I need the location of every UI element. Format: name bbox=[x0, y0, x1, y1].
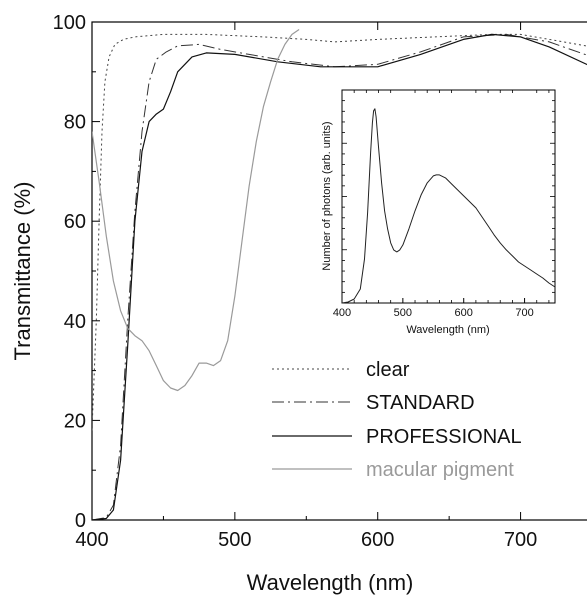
main-y-axis: 0 20 40 60 80 100 bbox=[53, 12, 100, 532]
inset-series-group bbox=[341, 108, 556, 304]
main-x-axis: 400 500 600 700 bbox=[75, 22, 537, 551]
inset-x-tick-label: 600 bbox=[455, 307, 473, 319]
series-line-standard bbox=[92, 33, 587, 520]
inset-plot-background bbox=[342, 90, 555, 303]
inset-plot: 400 500 600 700 Wavelength (nm) Number of p… bbox=[321, 89, 556, 336]
y-tick-label: 80 bbox=[64, 112, 86, 134]
main-plot: 0 20 40 60 80 100 400 500 600 700 Wavelength (nm… bbox=[10, 12, 587, 595]
main-x-axis-label: Wavelength (nm) bbox=[247, 570, 414, 595]
y-tick-label: 60 bbox=[64, 211, 86, 233]
x-tick-label: 700 bbox=[504, 529, 537, 551]
x-tick-label: 500 bbox=[218, 529, 251, 551]
legend-label: macular pigment bbox=[366, 459, 514, 481]
x-tick-label: 600 bbox=[361, 529, 394, 551]
legend-label: STANDARD bbox=[366, 392, 475, 414]
inset-x-tick-label: 400 bbox=[333, 307, 351, 319]
y-tick-label: 20 bbox=[64, 410, 86, 432]
inset-spectrum-line bbox=[341, 108, 556, 304]
inset-axes: 400 500 600 700 bbox=[333, 90, 555, 319]
legend: clear STANDARD PROFESSIONAL macular pigment bbox=[272, 359, 522, 481]
y-tick-label: 0 bbox=[75, 510, 86, 532]
main-series-group bbox=[92, 29, 587, 520]
inset-x-tick-label: 500 bbox=[394, 307, 412, 319]
legend-label: PROFESSIONAL bbox=[366, 426, 522, 448]
y-tick-label: 100 bbox=[53, 12, 86, 34]
x-tick-label: 400 bbox=[75, 529, 108, 551]
inset-x-tick-label: 700 bbox=[515, 307, 533, 319]
y-tick-label: 40 bbox=[64, 311, 86, 333]
inset-y-axis-label: Number of photons (arb. units) bbox=[321, 121, 333, 270]
series-line-professional bbox=[92, 33, 587, 520]
main-y-axis-label: Transmittance (%) bbox=[10, 182, 35, 361]
series-line-macular-pigment bbox=[92, 29, 300, 392]
inset-x-axis-label: Wavelength (nm) bbox=[406, 324, 489, 336]
legend-label: clear bbox=[366, 359, 410, 381]
